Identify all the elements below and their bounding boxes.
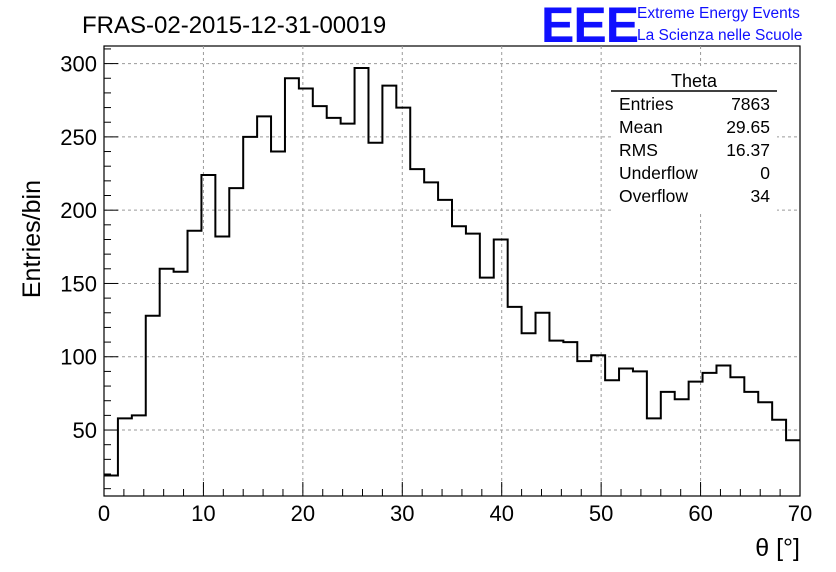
histogram-line: [104, 66, 800, 477]
stats-value: 34: [751, 186, 771, 206]
x-tick-label: 10: [191, 501, 215, 526]
axis-ticks: [103, 48, 801, 496]
y-axis-label: Entries/bin: [18, 180, 46, 298]
x-tick-label: 60: [688, 501, 712, 526]
x-tick-label: 40: [489, 501, 513, 526]
stats-label: RMS: [619, 140, 658, 160]
stats-value: 7863: [731, 94, 770, 114]
stats-label: Overflow: [619, 186, 688, 206]
y-tick-label: 300: [60, 52, 97, 77]
x-tick-label: 70: [788, 501, 812, 526]
y-tick-label: 250: [60, 125, 97, 150]
stats-box: Theta Entries 7863 Mean 29.65 RMS 16.37 Underf…: [611, 66, 777, 212]
stats-title: Theta: [671, 71, 718, 91]
x-tick-label: 30: [390, 501, 414, 526]
x-tick-label: 20: [291, 501, 315, 526]
logo-line-2: La Scienza nelle Scuole: [637, 27, 802, 44]
y-tick-label: 150: [60, 271, 97, 296]
stats-value: 16.37: [726, 140, 770, 160]
plot-frame: [103, 45, 801, 497]
stats-label: Entries: [619, 94, 674, 114]
x-tick-label: 50: [589, 501, 613, 526]
logo-line-1: Extreme Energy Events: [637, 5, 800, 22]
x-tick-label: 0: [98, 501, 110, 526]
stats-value: 29.65: [726, 117, 770, 137]
eee-logo: EEE: [541, 0, 638, 53]
stats-label: Mean: [619, 117, 663, 137]
stats-value: 0: [760, 163, 770, 183]
tick-labels: 0 10 20 30 40 50 60 70 50 100 150 200 250 300: [60, 52, 812, 526]
y-tick-label: 100: [60, 345, 97, 370]
y-tick-label: 200: [60, 198, 97, 223]
chart-title: FRAS-02-2015-12-31-00019: [82, 12, 386, 39]
stats-label: Underflow: [619, 163, 698, 183]
x-axis-label: θ [°]: [755, 534, 800, 562]
y-tick-label: 50: [73, 418, 97, 443]
